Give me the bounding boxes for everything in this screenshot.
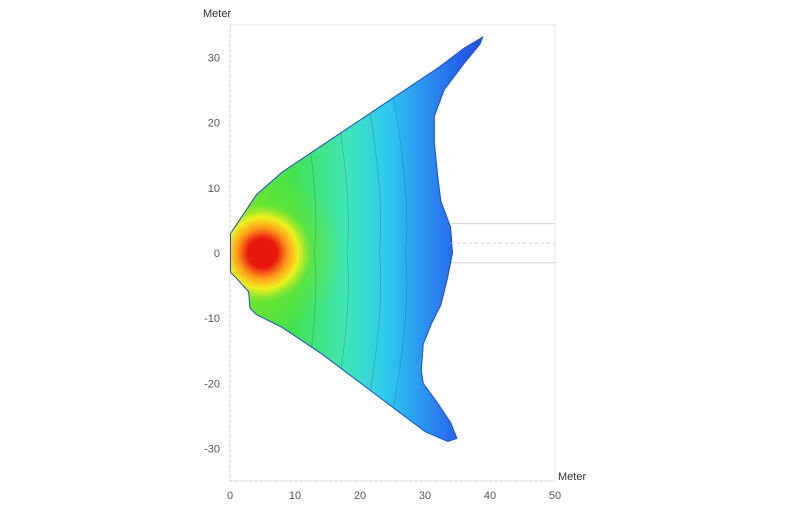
y-tick-label: 30 (208, 53, 220, 65)
y-tick-label: 0 (214, 248, 220, 260)
peak-intensity-blob (230, 36, 484, 442)
y-tick-label: -30 (204, 443, 220, 455)
x-tick-label: 50 (549, 490, 561, 502)
x-tick-label: 30 (419, 490, 431, 502)
x-tick-label: 20 (354, 490, 366, 502)
x-axis-label: Meter (558, 471, 586, 483)
x-tick-label: 0 (227, 490, 233, 502)
y-tick-label: -10 (204, 313, 220, 325)
y-axis-label: Meter (203, 8, 231, 20)
contour-line (359, 57, 382, 442)
x-tick-label: 40 (484, 490, 496, 502)
y-tick-label: 20 (208, 118, 220, 130)
contour-line (385, 57, 408, 442)
y-tick-label: 10 (208, 183, 220, 195)
y-tick-label: -20 (204, 378, 220, 390)
x-tick-label: 10 (289, 490, 301, 502)
